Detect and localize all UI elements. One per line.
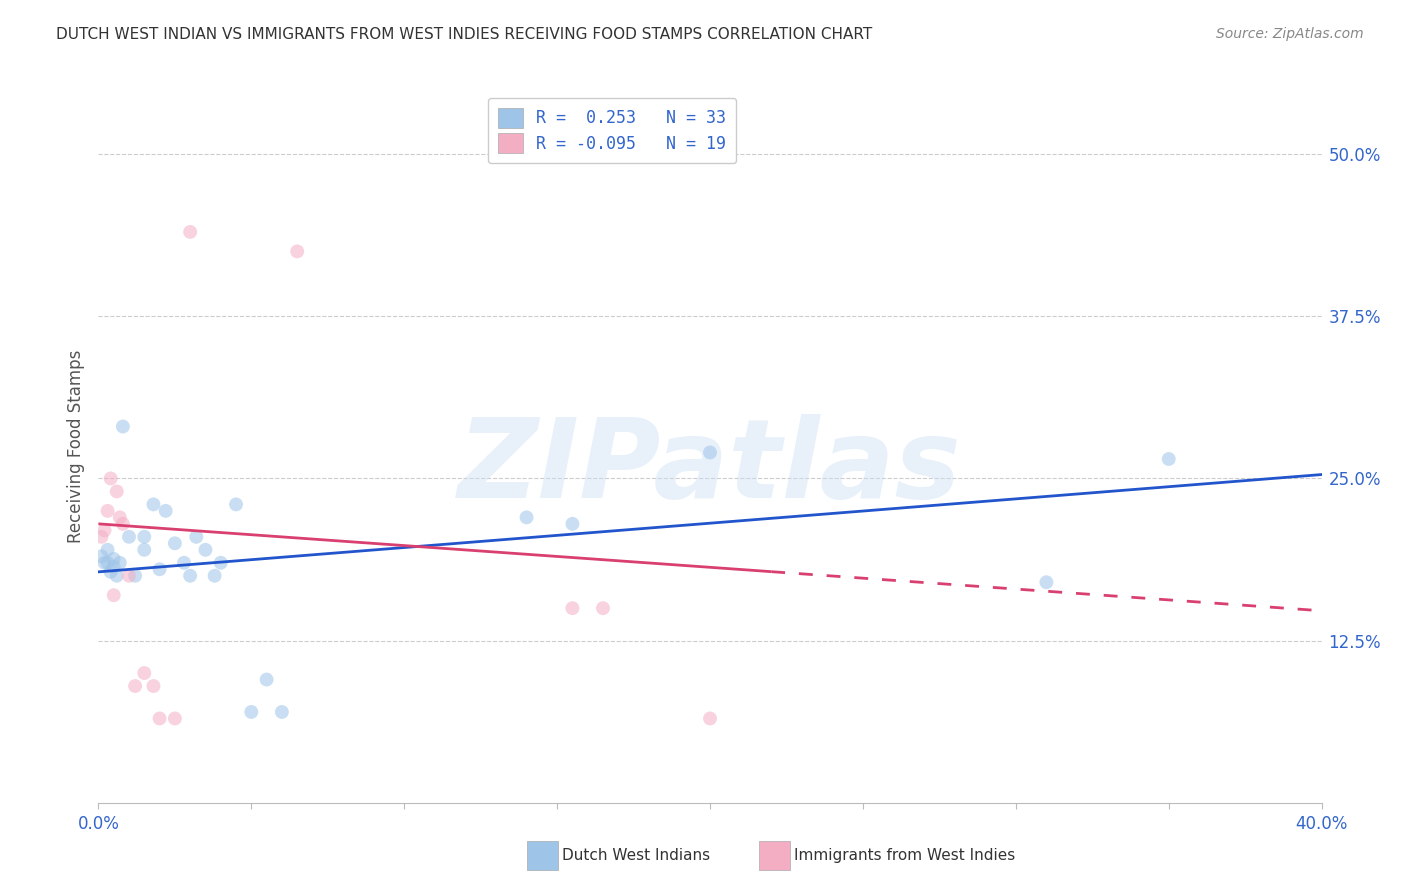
Point [103, 588, 125, 602]
Legend: R =  0.253   N = 33, R = -0.095   N = 19: R = 0.253 N = 33, R = -0.095 N = 19 [488, 97, 737, 163]
Point [124, 679, 146, 693]
Point [179, 225, 201, 239]
Point [173, 556, 195, 570]
Point [111, 419, 134, 434]
Point [561, 601, 583, 615]
Point [149, 711, 172, 725]
Point [209, 556, 232, 570]
Point [134, 666, 156, 681]
Point [516, 510, 538, 524]
Point [134, 542, 156, 557]
Point [285, 244, 308, 259]
Point [179, 568, 201, 582]
Point [111, 516, 134, 531]
Point [134, 530, 156, 544]
Point [256, 673, 278, 687]
Point [225, 497, 247, 511]
Text: ZIPatlas: ZIPatlas [458, 414, 962, 521]
Point [108, 510, 131, 524]
Point [90, 549, 112, 564]
Point [194, 542, 217, 557]
Point [97, 542, 120, 557]
Y-axis label: Receiving Food Stamps: Receiving Food Stamps [66, 350, 84, 542]
Point [270, 705, 292, 719]
Point [1035, 575, 1057, 590]
Point [90, 530, 112, 544]
Point [103, 559, 125, 574]
Text: Source: ZipAtlas.com: Source: ZipAtlas.com [1216, 27, 1364, 41]
Point [163, 711, 186, 725]
Point [149, 562, 172, 576]
Point [97, 556, 120, 570]
Point [699, 711, 721, 725]
Point [1157, 452, 1180, 467]
Point [699, 445, 721, 459]
Point [142, 497, 165, 511]
Point [97, 504, 120, 518]
Point [100, 565, 122, 579]
Point [118, 568, 141, 582]
Point [118, 530, 141, 544]
Point [105, 568, 128, 582]
Text: Dutch West Indians: Dutch West Indians [562, 848, 710, 863]
Point [103, 552, 125, 566]
Point [105, 484, 128, 499]
Point [163, 536, 186, 550]
Point [100, 471, 122, 485]
Point [108, 556, 131, 570]
Point [155, 504, 177, 518]
Point [240, 705, 263, 719]
Point [93, 524, 115, 538]
Point [124, 568, 146, 582]
Point [561, 516, 583, 531]
Point [142, 679, 165, 693]
Point [204, 568, 226, 582]
Text: Immigrants from West Indies: Immigrants from West Indies [794, 848, 1015, 863]
Text: DUTCH WEST INDIAN VS IMMIGRANTS FROM WEST INDIES RECEIVING FOOD STAMPS CORRELATI: DUTCH WEST INDIAN VS IMMIGRANTS FROM WES… [56, 27, 873, 42]
Point [592, 601, 614, 615]
Point [186, 530, 208, 544]
Point [93, 556, 115, 570]
